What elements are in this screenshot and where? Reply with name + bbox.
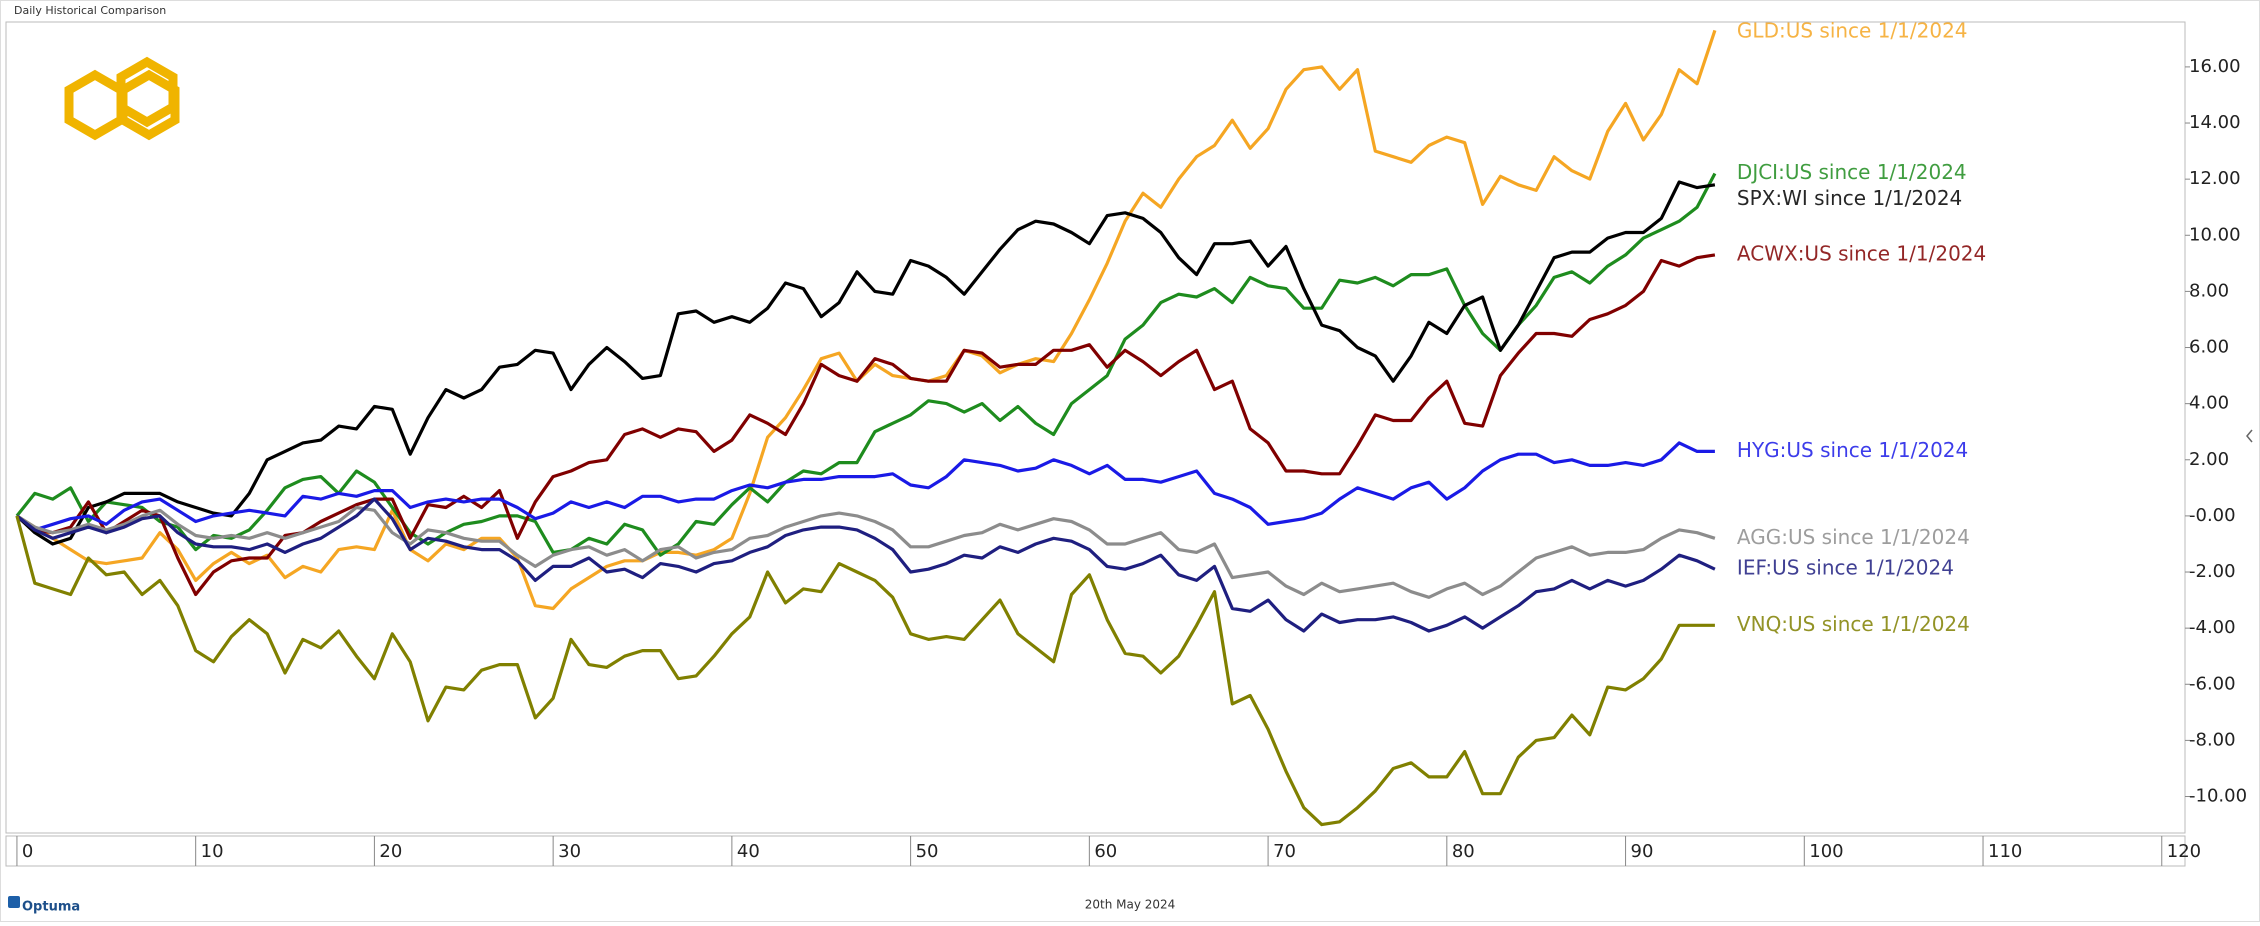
series-line — [15, 172, 1717, 557]
series-line — [15, 515, 1715, 827]
series-label: VNQ:US since 1/1/2024 — [1737, 612, 1970, 636]
x-tick-label: 100 — [1809, 841, 1843, 862]
y-tick-label: 4.00 — [2189, 393, 2229, 414]
y-tick-label: 2.00 — [2189, 449, 2229, 470]
y-tick-label: -2.00 — [2189, 561, 2236, 582]
series-line — [16, 505, 1716, 599]
series-label: IEF:US since 1/1/2024 — [1737, 556, 1954, 580]
caption: 20th May 2024 — [1085, 898, 1176, 912]
brand-icon — [8, 896, 20, 908]
x-tick-label: 60 — [1094, 841, 1117, 862]
x-tick-label: 20 — [379, 841, 402, 862]
chart-title: Daily Historical Comparison — [14, 4, 166, 17]
x-tick-label: 80 — [1452, 841, 1475, 862]
series-line — [15, 441, 1715, 532]
x-tick-label: 70 — [1273, 841, 1296, 862]
y-tick-label: 6.00 — [2189, 337, 2229, 358]
x-tick-label: 40 — [737, 841, 760, 862]
plot-frame — [5, 21, 2186, 834]
y-tick-label: -8.00 — [2189, 729, 2236, 750]
y-tick-label: -4.00 — [2189, 617, 2236, 638]
x-tick-label: 10 — [201, 841, 224, 862]
series-label: DJCI:US since 1/1/2024 — [1737, 160, 1967, 184]
y-tick-label: -10.00 — [2189, 786, 2247, 807]
x-tick-label: 90 — [1631, 841, 1654, 862]
series-label: AGG:US since 1/1/2024 — [1737, 525, 1970, 549]
x-tick-label: 50 — [916, 841, 939, 862]
y-tick-label: 16.00 — [2189, 56, 2241, 77]
series-label: SPX:WI since 1/1/2024 — [1737, 186, 1962, 210]
y-tick-label: 10.00 — [2189, 224, 2241, 245]
x-tick-label: 120 — [2167, 841, 2201, 862]
x-tick-label: 30 — [558, 841, 581, 862]
series-line — [16, 29, 1717, 611]
collapse-arrow[interactable] — [2246, 429, 2253, 443]
x-tick-label: 110 — [1988, 841, 2022, 862]
x-axis-strip — [5, 835, 2186, 867]
y-tick-label: -0.00 — [2189, 505, 2236, 526]
y-tick-label: -6.00 — [2189, 673, 2236, 694]
logo — [64, 56, 180, 141]
y-tick-label: 12.00 — [2189, 168, 2241, 189]
brand: Optuma — [22, 900, 80, 915]
series-line — [15, 180, 1716, 546]
x-tick-label: 0 — [22, 841, 33, 862]
series-line — [15, 497, 1716, 633]
y-tick-label: 8.00 — [2189, 280, 2229, 301]
y-tick-label: 14.00 — [2189, 112, 2241, 133]
series-label: GLD:US since 1/1/2024 — [1737, 19, 1968, 43]
series-label: HYG:US since 1/1/2024 — [1737, 438, 1968, 462]
series-label: ACWX:US since 1/1/2024 — [1737, 241, 1986, 265]
